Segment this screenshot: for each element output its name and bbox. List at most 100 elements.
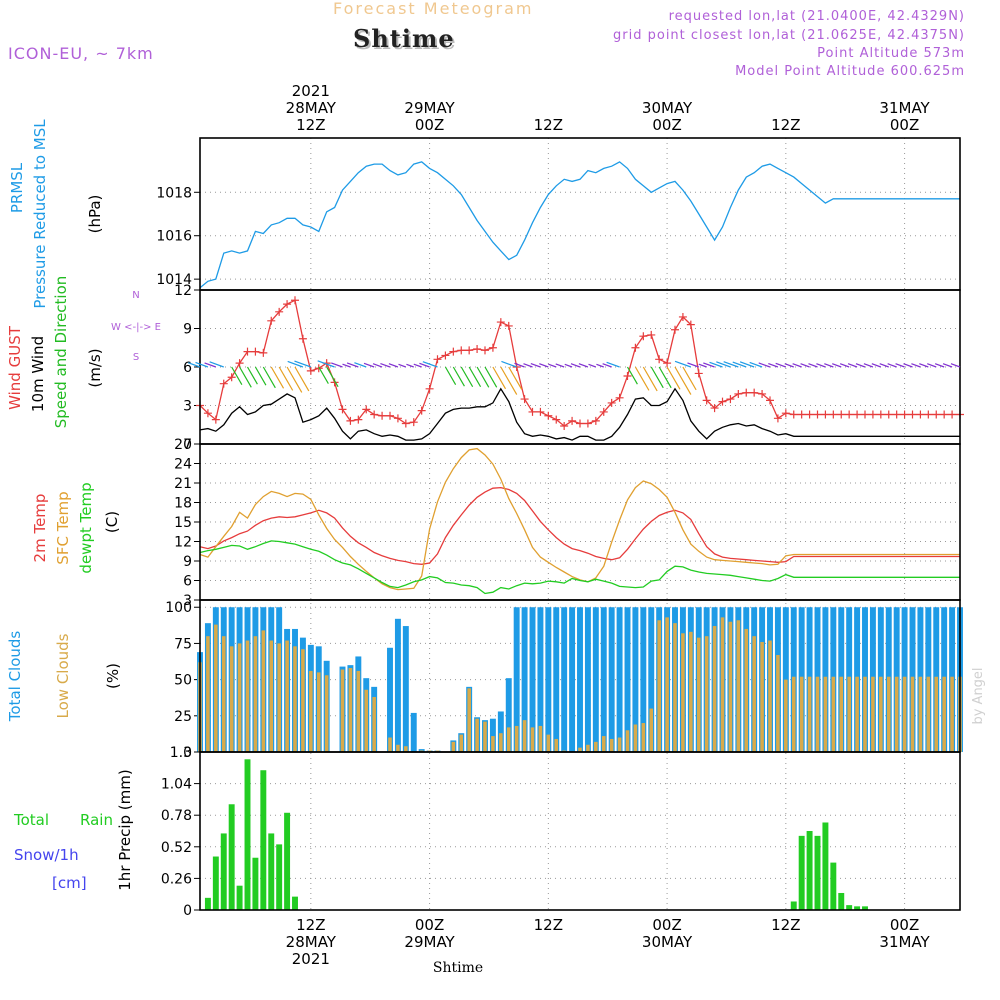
bottom-time-label: 2021 (292, 950, 330, 968)
point-altitude: Point Altitude 573m (817, 46, 965, 61)
bar-low-clouds (894, 676, 899, 752)
gust-marker (560, 422, 569, 431)
wind-arrow (278, 366, 294, 391)
bar-low-clouds (459, 734, 464, 752)
bar-low-clouds (839, 676, 844, 752)
bar-low-clouds (586, 744, 590, 752)
bar-total-rain (814, 835, 821, 910)
bar-low-clouds (823, 676, 828, 752)
y-tick-label: 27 (174, 437, 192, 453)
gust-marker (370, 410, 379, 419)
gust-marker (338, 405, 347, 414)
gust-marker (275, 307, 284, 316)
bar-low-clouds (404, 746, 408, 752)
wind-arrow (895, 363, 905, 368)
gust-marker (346, 416, 355, 425)
gust-marker (583, 419, 592, 428)
bar-low-clouds (641, 723, 646, 752)
y-tick-label: 12 (174, 535, 192, 551)
wind-arrow (346, 362, 359, 368)
bar-total-clouds (600, 607, 607, 752)
bar-low-clouds (324, 675, 329, 752)
bar-low-clouds (784, 679, 788, 752)
gust-marker (219, 379, 228, 388)
gust-marker (496, 318, 505, 327)
wind-arrow (419, 362, 430, 368)
ylabel-low-clouds: Low Clouds (54, 633, 72, 718)
bar-low-clouds (237, 643, 242, 752)
gust-marker (298, 334, 307, 343)
bar-total-rain (790, 901, 797, 910)
bar-low-clouds (316, 672, 321, 752)
bar-low-clouds (657, 620, 661, 752)
gust-marker (647, 330, 656, 339)
wind-arrow (388, 363, 399, 368)
bar-total-rain (260, 770, 267, 910)
wind-arrow (674, 360, 692, 368)
top-time-label: 2021 (292, 82, 330, 100)
gust-marker (686, 320, 695, 329)
wind-arrow (548, 363, 557, 368)
wind-arrow (523, 363, 533, 368)
bar-low-clouds (665, 617, 669, 752)
wind-arrow (658, 366, 672, 389)
gust-marker (306, 366, 315, 375)
wind-arrow (775, 362, 787, 368)
bar-low-clouds (578, 747, 582, 752)
wind-arrow (354, 362, 367, 368)
bar-low-clouds (902, 676, 907, 752)
gust-marker (599, 407, 608, 416)
wind-arrow (195, 361, 209, 368)
bar-low-clouds (633, 724, 638, 752)
wind-arrow (406, 363, 414, 368)
bar-total-rain (830, 862, 837, 910)
series-line-10m-wind (199, 387, 960, 441)
bar-low-clouds (483, 721, 487, 752)
y-tick-label: 12 (174, 283, 192, 299)
bar-low-clouds (673, 623, 677, 752)
bar-low-clouds (372, 696, 376, 752)
y-tick-label: 25 (174, 709, 192, 725)
y-tick-label: 1016 (156, 229, 192, 245)
bar-low-clouds (499, 733, 503, 752)
gust-marker (243, 347, 252, 356)
bar-total-rain (838, 892, 845, 910)
gust-marker (552, 415, 561, 424)
gust-marker (267, 316, 276, 325)
bar-low-clouds (546, 734, 551, 752)
top-time-label: 12Z (534, 116, 563, 134)
wind-arrow (903, 363, 913, 368)
wind-arrow (606, 361, 620, 368)
ylabel-10m-wind: 10m Wind (29, 336, 47, 412)
label-snow: Snow/1h (14, 846, 79, 864)
bar-total-clouds (640, 607, 647, 752)
series-line-wind-gust (199, 299, 960, 427)
gust-marker (694, 369, 703, 378)
top-time-label: 12Z (296, 116, 325, 134)
bar-total-rain (220, 833, 227, 910)
bottom-time-label: 30MAY (642, 933, 693, 951)
bar-total-clouds (561, 607, 568, 752)
gust-marker (354, 415, 363, 424)
gust-marker (465, 346, 474, 355)
y-tick-label: 6 (183, 574, 192, 590)
gust-marker (639, 332, 648, 341)
y-tick-label: 0 (183, 437, 192, 453)
gust-marker (845, 410, 854, 419)
ylabel-percent: (%) (104, 663, 122, 689)
bar-low-clouds (214, 624, 218, 752)
ylabel-dewpt-temp: dewpt Temp (77, 482, 95, 573)
bar-total-rain (244, 759, 251, 910)
bar-low-clouds (879, 676, 883, 752)
gust-marker (821, 410, 830, 419)
wind-arrow (839, 363, 850, 368)
bar-low-clouds (522, 720, 527, 752)
wind-arrow (204, 362, 217, 368)
gust-marker (203, 409, 212, 418)
bar-total-rain (236, 885, 243, 910)
panel-frame (199, 137, 961, 291)
gust-marker (259, 348, 268, 357)
bar-low-clouds (348, 668, 353, 752)
wind-arrow (855, 363, 866, 368)
bar-total-clouds (577, 607, 583, 752)
